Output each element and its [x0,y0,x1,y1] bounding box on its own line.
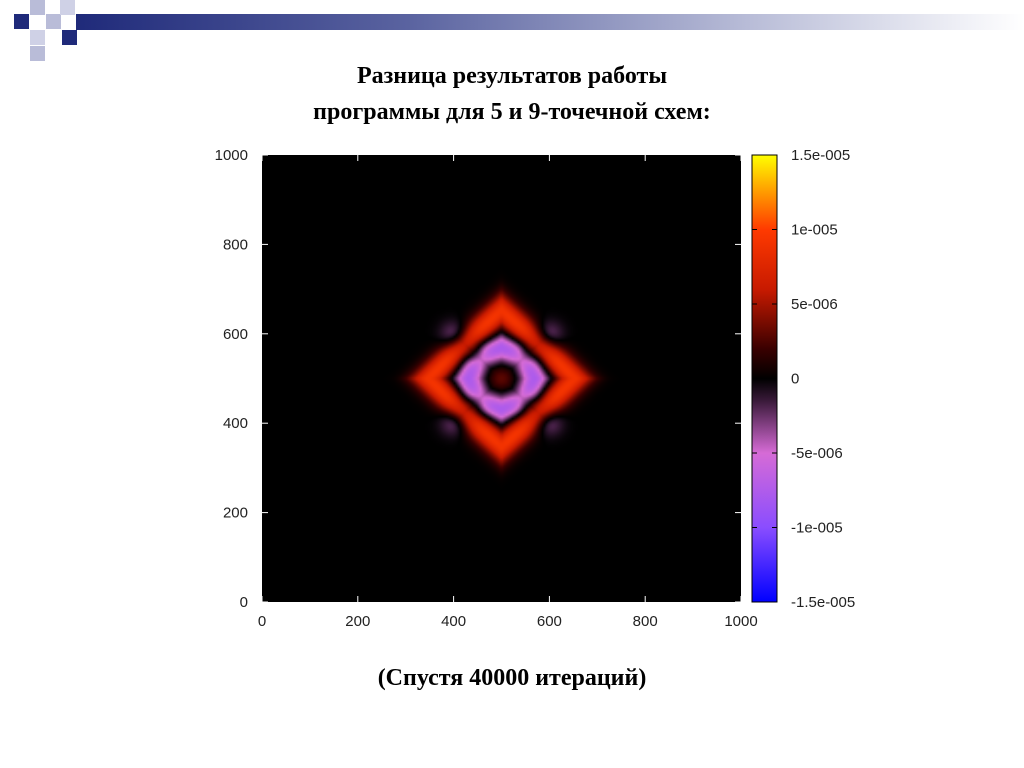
y-tick-label: 0 [240,594,248,611]
y-tick-label: 1000 [215,147,248,164]
deco-square [30,46,45,61]
deco-square [30,0,45,15]
deco-square [30,30,45,45]
x-tick-label: 400 [441,613,466,630]
x-tick-label: 600 [537,613,562,630]
deco-square [14,14,29,29]
slide-template-decoration [0,0,1024,62]
colorbar-tick-label: 5e-006 [791,296,838,313]
x-tick-label: 0 [258,613,266,630]
y-tick-label: 200 [223,505,248,522]
y-tick-label: 400 [223,415,248,432]
colorbar-tick-label: 1.5e-005 [791,147,850,164]
colorbar-tick-label: 1e-005 [791,222,838,239]
y-tick-label: 600 [223,326,248,343]
slide-title-line1: Разница результатов работы [356,63,668,89]
deco-square [46,14,61,29]
y-tick-label: 800 [223,236,248,253]
x-tick-label: 1000 [724,613,757,630]
heatmap-image [262,155,741,602]
x-tick-label: 800 [633,613,658,630]
deco-square [62,30,77,45]
header-gradient-bar [76,14,1024,30]
colorbar-tick-label: 0 [791,371,799,388]
slide-caption: (Спустя 40000 итераций) [377,665,647,691]
colorbar-tick-label: -1.5e-005 [791,594,855,611]
colorbar-tick-label: -5e-006 [791,445,843,462]
colorbar-tick-label: -1e-005 [791,520,843,537]
slide-title-line2: программы для 5 и 9-точечной схем: [313,99,711,125]
x-tick-label: 200 [345,613,370,630]
deco-square [60,0,75,15]
